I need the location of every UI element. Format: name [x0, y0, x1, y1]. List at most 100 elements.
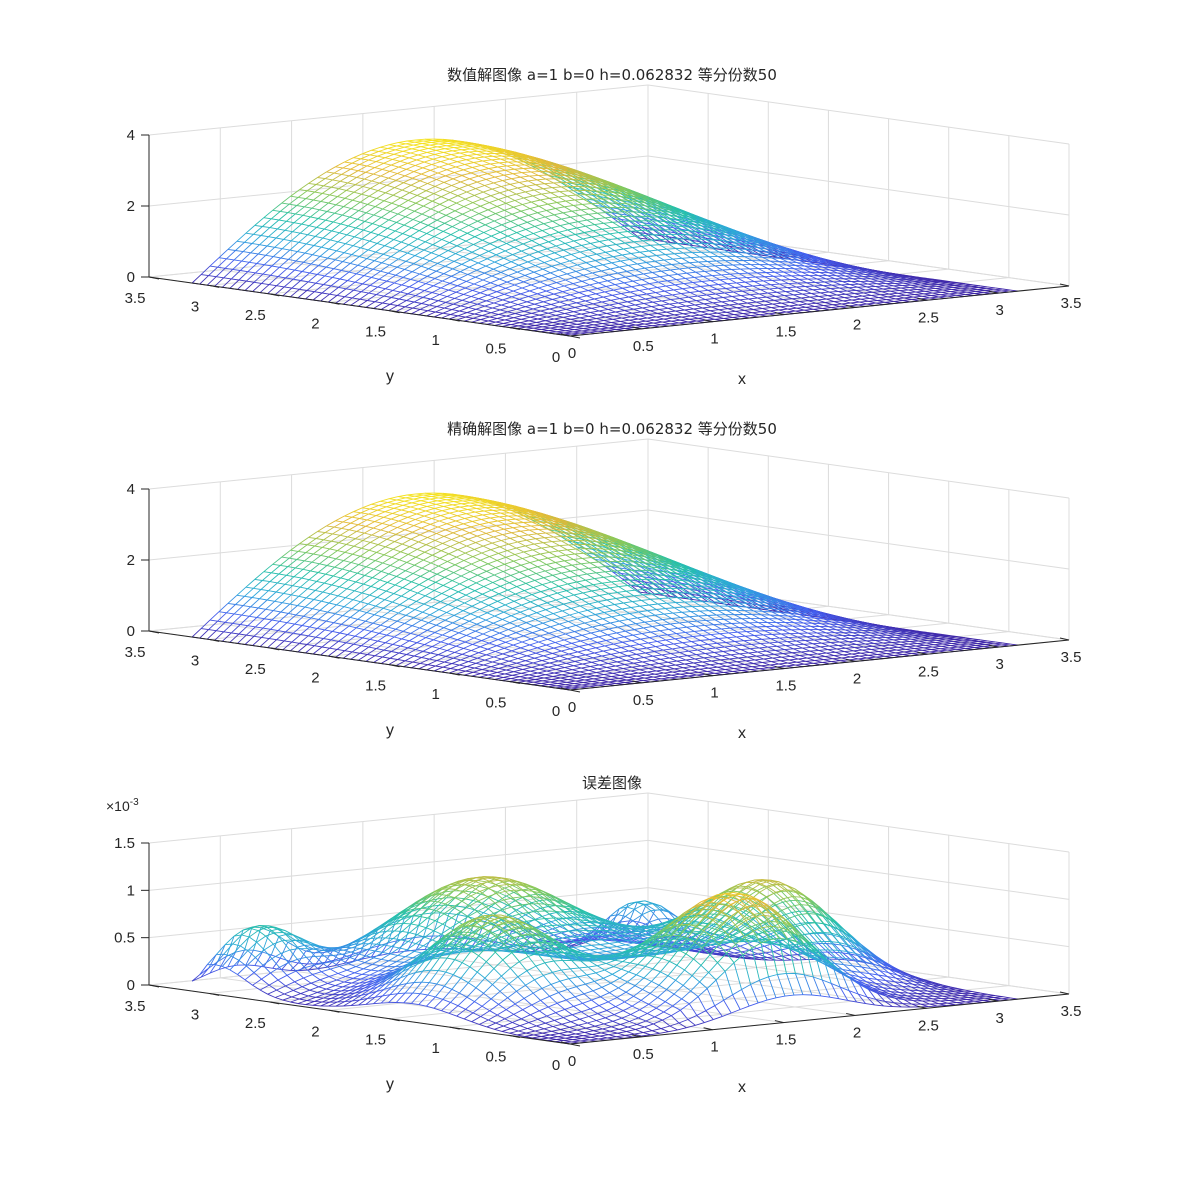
mesh-edge: [373, 208, 383, 216]
mesh-edge: [254, 224, 263, 227]
mesh-edge: [209, 257, 220, 267]
mesh-edge: [378, 147, 388, 152]
mesh-edge: [326, 266, 334, 270]
mesh-edge: [391, 291, 401, 298]
mesh-edge: [319, 255, 328, 259]
mesh-edge: [327, 257, 336, 261]
mesh-edge: [276, 277, 286, 287]
mesh-edge: [435, 149, 444, 153]
mesh-edge: [289, 249, 298, 253]
mesh-edge: [439, 166, 447, 171]
mesh-edge: [365, 260, 375, 268]
mesh-edge: [359, 292, 369, 300]
mesh-edge: [420, 144, 430, 148]
mesh-edge: [443, 150, 453, 153]
mesh-edge: [350, 168, 359, 172]
mesh-edge: [436, 214, 447, 221]
mesh-edge: [429, 143, 439, 146]
mesh-edge: [292, 231, 301, 234]
mesh-edge: [441, 154, 452, 158]
mesh-edge: [364, 214, 375, 222]
mesh-edge: [380, 175, 389, 179]
mesh-edge: [811, 292, 821, 294]
mesh-edge: [424, 285, 434, 291]
mesh-edge: [289, 241, 300, 251]
mesh-edge: [284, 286, 292, 289]
mesh-edge: [395, 269, 405, 276]
mesh-edge: [416, 190, 427, 196]
mesh-edge: [443, 178, 454, 183]
mesh-edge: [881, 290, 891, 293]
mesh-edge: [318, 264, 327, 268]
mesh-edge: [269, 284, 277, 287]
mesh-edge: [402, 148, 413, 152]
mesh-edge: [206, 276, 217, 286]
mesh-edge: [374, 260, 383, 264]
mesh-edge: [342, 254, 352, 262]
mesh-edge: [253, 233, 262, 236]
mesh-edge: [272, 202, 282, 211]
mesh-edge: [221, 278, 232, 288]
mesh-edge: [468, 150, 478, 153]
mesh-edge: [335, 161, 345, 168]
mesh-edge: [384, 153, 395, 159]
mesh-edge: [336, 250, 345, 254]
mesh-edge: [327, 250, 337, 259]
mesh-edge: [418, 230, 427, 234]
mesh-edge: [415, 295, 424, 298]
mesh-edge: [362, 277, 372, 285]
mesh-edge: [353, 283, 363, 291]
mesh-edge: [286, 268, 295, 271]
mesh-edge: [360, 285, 371, 293]
mesh-edge: [308, 177, 318, 184]
mesh-edge: [340, 216, 350, 225]
mesh-edge: [406, 168, 414, 173]
mesh-edge: [346, 288, 354, 291]
mesh-edge: [409, 281, 419, 288]
mesh-edge: [438, 211, 447, 216]
mesh-edge: [408, 154, 419, 159]
mesh-edge: [426, 270, 437, 277]
mesh-edge: [393, 276, 404, 284]
mesh-edge: [223, 277, 232, 280]
mesh-edge: [250, 252, 259, 255]
mesh-edge: [457, 161, 465, 165]
mesh-edge: [302, 207, 313, 216]
mesh-edge: [848, 286, 858, 289]
mesh-edge: [274, 246, 283, 250]
mesh-edge: [311, 263, 319, 266]
mesh-edge: [383, 290, 394, 297]
mesh-edge: [429, 216, 438, 221]
mesh-edge: [290, 232, 301, 242]
mesh-edge: [413, 143, 423, 146]
mesh-edge: [295, 260, 304, 263]
mesh-edge: [299, 189, 308, 192]
mesh-edge: [287, 205, 298, 213]
mesh-edge: [872, 291, 882, 293]
mesh-edge: [365, 167, 375, 173]
mesh-edge: [299, 225, 310, 234]
mesh-edge: [274, 286, 285, 296]
mesh-edge: [296, 205, 305, 208]
mesh-edge: [390, 205, 400, 212]
mesh-edge: [371, 149, 379, 152]
mesh-edge: [354, 236, 363, 240]
mesh-edge: [355, 184, 364, 187]
mesh-edge: [363, 229, 372, 233]
mesh-edge: [255, 272, 263, 275]
mesh-edge: [393, 239, 402, 243]
mesh-edge: [433, 188, 443, 195]
mesh-edge: [281, 202, 290, 205]
mesh-edge: [245, 225, 256, 234]
mesh-edge: [428, 176, 437, 180]
mesh-edge: [437, 146, 446, 150]
mesh-edge: [339, 278, 348, 282]
mesh-edge: [454, 169, 464, 174]
mesh-edge: [407, 293, 416, 297]
mesh-edge: [372, 268, 381, 272]
mesh-edge: [361, 232, 372, 240]
mesh-edge: [324, 228, 332, 232]
mesh-edge: [227, 248, 236, 251]
mesh-edge: [352, 193, 362, 201]
mesh-edge: [375, 161, 384, 164]
